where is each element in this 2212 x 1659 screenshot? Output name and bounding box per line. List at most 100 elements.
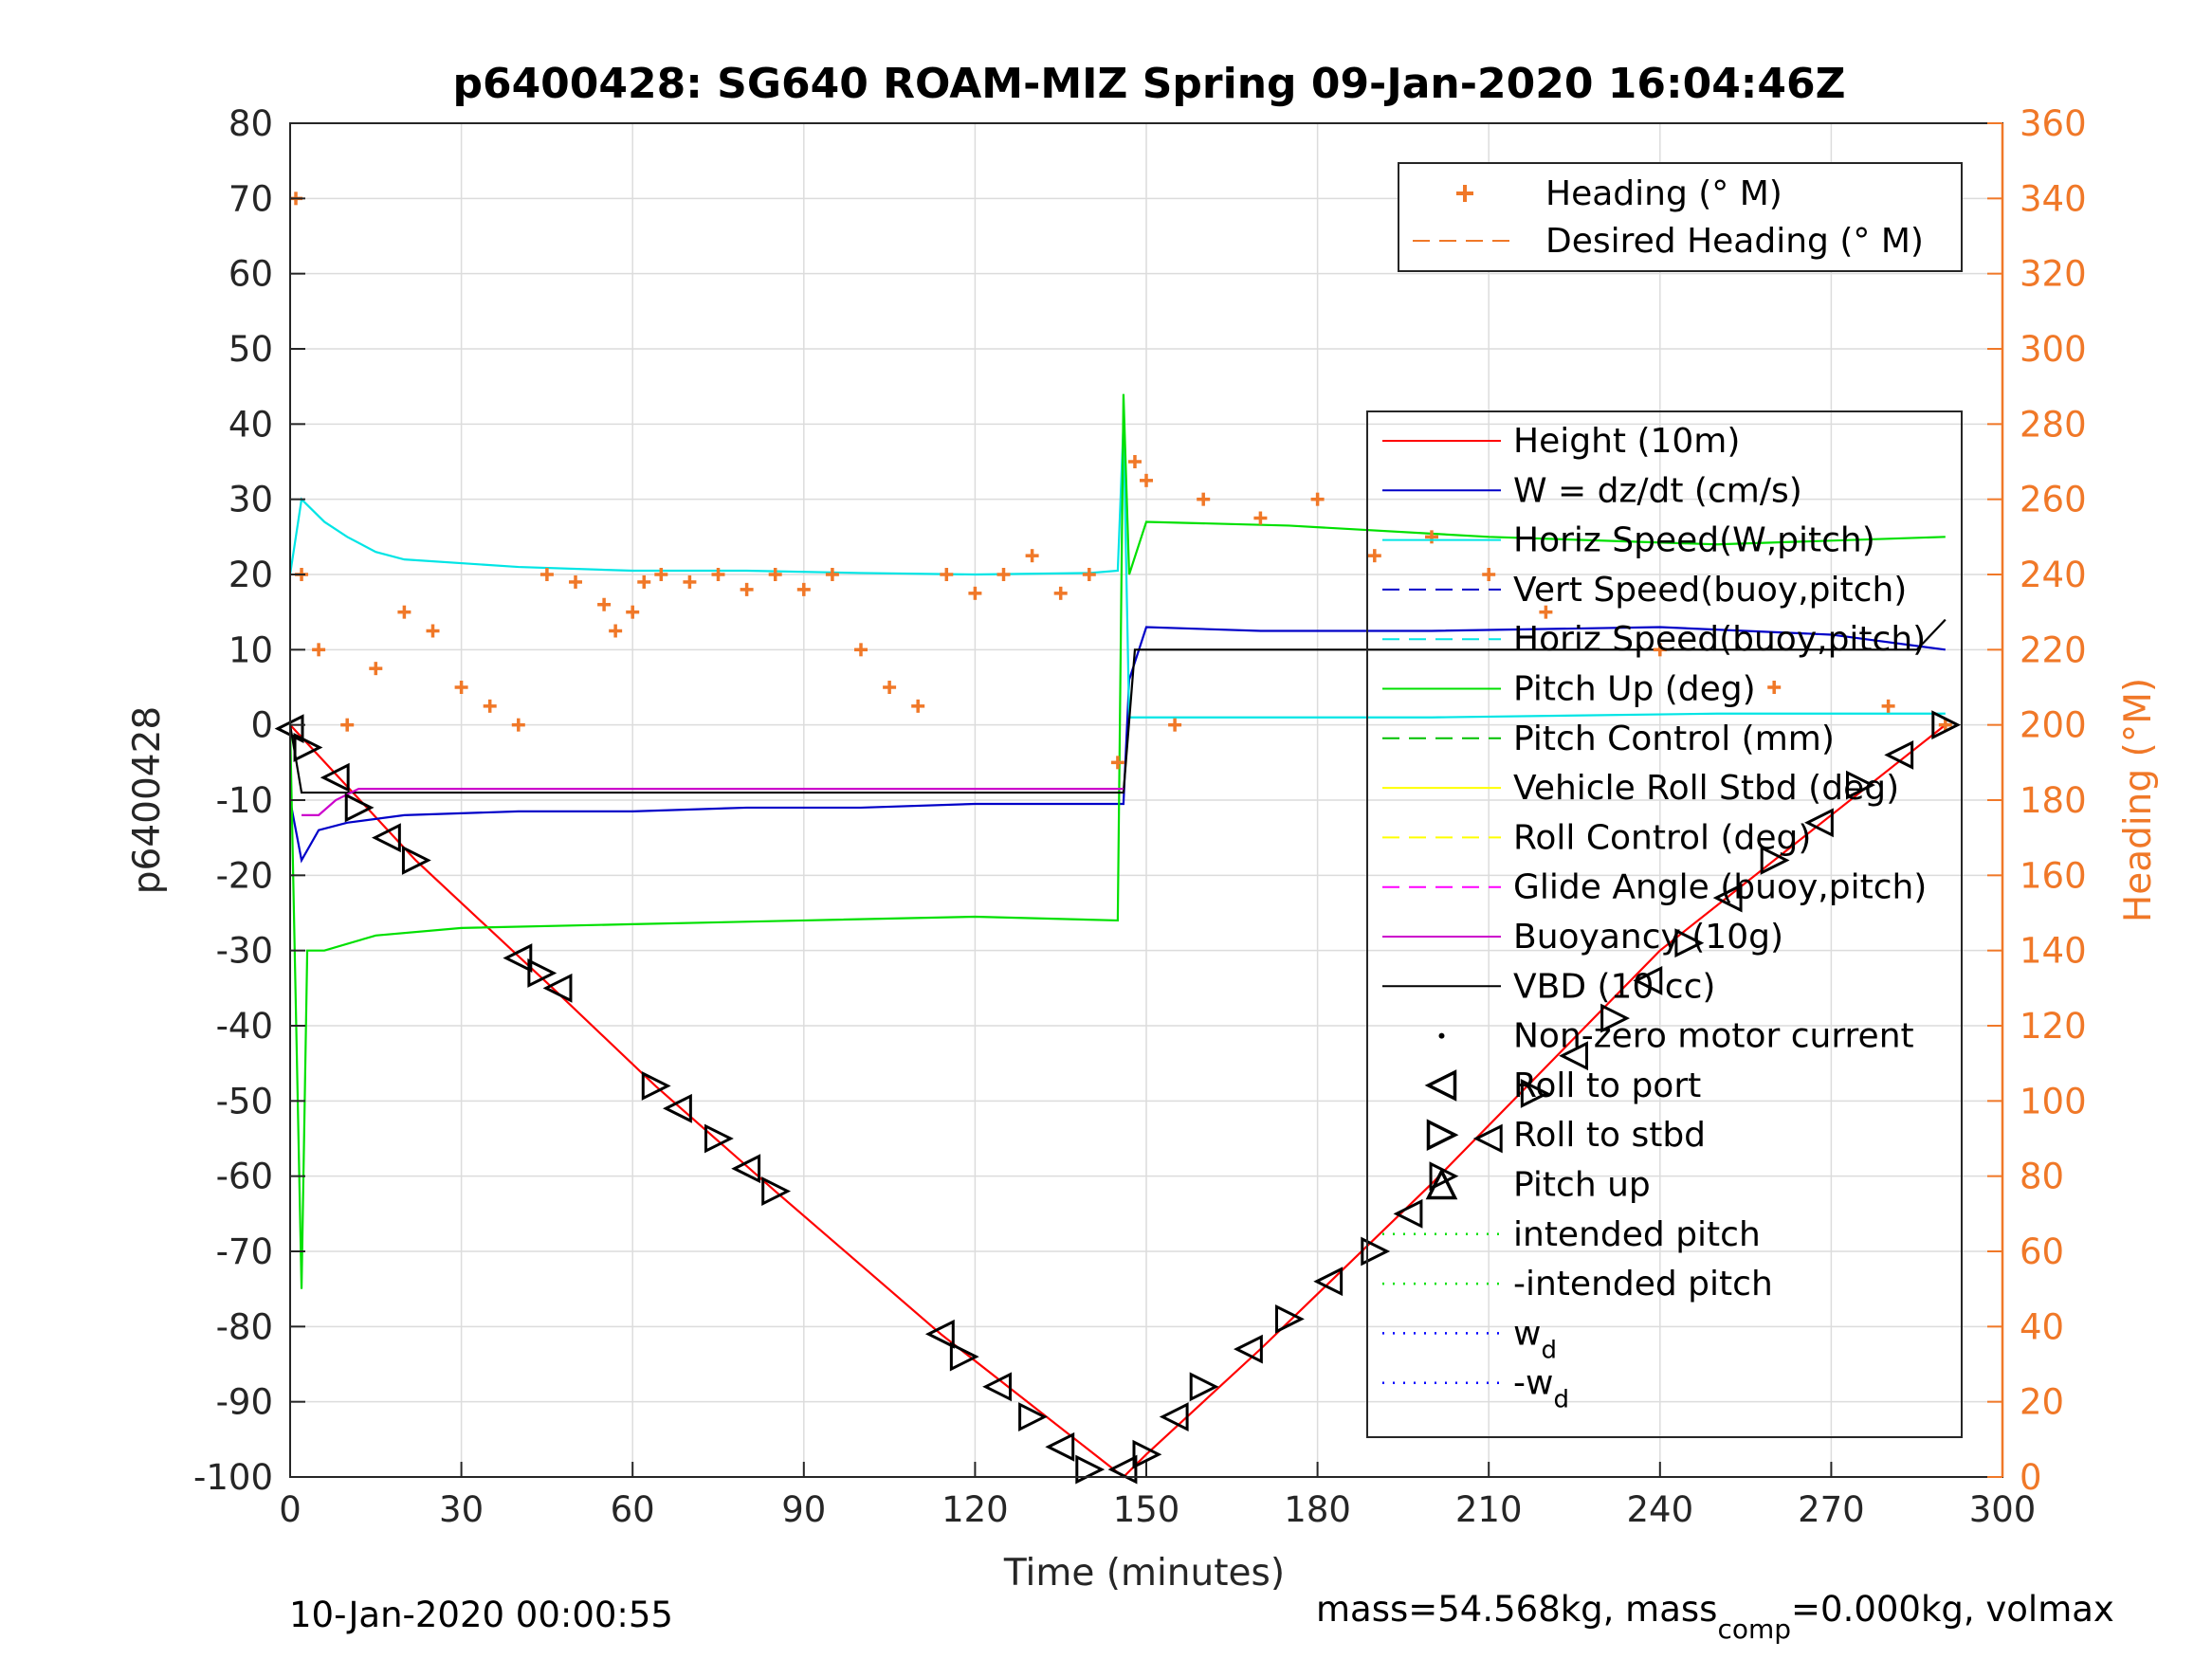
legend-entry-label: Pitch up	[1513, 1166, 1651, 1205]
y-tick-label: -50	[216, 1081, 273, 1121]
x-tick-label: 60	[611, 1489, 655, 1530]
x-tick-label: 150	[1113, 1489, 1180, 1530]
legend-heading: Heading (° M) Desired Heading (° M)	[1398, 162, 1963, 272]
roll-port-marker	[1633, 965, 1663, 995]
heading-point	[597, 597, 612, 611]
x-tick-label: 90	[781, 1489, 826, 1530]
roll-port-marker	[1313, 1267, 1344, 1297]
roll-stbd-marker	[1846, 770, 1875, 800]
legend-entry-label: Heading (° M)	[1545, 174, 1782, 213]
roll-port-marker	[1045, 1431, 1075, 1462]
y-tick-label: -80	[216, 1306, 273, 1347]
legend-entry-subscript: d	[1553, 1386, 1569, 1414]
roll-stbd-marker	[527, 958, 558, 988]
roll-stbd-marker	[1674, 928, 1705, 958]
series-vbd-10-cc	[288, 618, 1947, 794]
y-tick-label: 40	[229, 404, 273, 445]
heading-point	[940, 568, 954, 581]
roll-markers	[274, 710, 1962, 1485]
roll-stbd-marker	[1132, 1439, 1162, 1469]
y-tick-label: 20	[229, 555, 273, 595]
footer-mass-prefix: mass=54.568kg, mass	[1316, 1589, 1717, 1630]
y-right-tick-label: 160	[2020, 855, 2087, 896]
heading-point	[1025, 549, 1039, 563]
roll-stbd-marker	[1018, 1402, 1048, 1431]
series-horiz-speed-w-pitch	[288, 424, 1946, 719]
footer-mass: mass=54.568kg, masscomp=0.000kg, volmax	[1316, 1589, 2114, 1645]
footer-mass-sub: comp	[1717, 1613, 1791, 1645]
x-tick-label: 30	[439, 1489, 484, 1530]
y-right-tick-label: 260	[2020, 480, 2087, 520]
legend-swatch-triangle	[1425, 1167, 1458, 1200]
x-tick-label: 210	[1455, 1489, 1523, 1530]
legend-entry-label: Desired Heading (° M)	[1545, 222, 1924, 261]
axes: 0 30 60 90 120 150 180 210 240 270 300807060504030…	[193, 103, 2087, 1530]
roll-stbd-marker	[1361, 1236, 1391, 1267]
y-right-tick-label: 320	[2020, 254, 2087, 295]
footer-date: 10-Jan-2020 00:00:55	[289, 1595, 673, 1635]
legend-entry-label: Vert Speed(buoy,pitch)	[1513, 571, 1907, 610]
legend-entry-label: Roll to port	[1513, 1066, 1701, 1105]
y-right-tick-label: 60	[2020, 1231, 2064, 1272]
y-tick-label: -40	[216, 1006, 273, 1047]
roll-stbd-marker	[704, 1123, 734, 1154]
legend-entry-label: Pitch Control (mm)	[1513, 720, 1835, 758]
heading-point	[1653, 643, 1667, 657]
series-w-dz-dt-cm-s	[288, 626, 1946, 864]
roll-stbd-marker	[401, 846, 431, 875]
roll-port-marker	[1159, 1402, 1189, 1431]
heading-point	[483, 699, 497, 713]
heading-point	[711, 568, 725, 581]
roll-port-marker	[1712, 883, 1743, 913]
y-right-tick-label: 140	[2020, 931, 2087, 972]
x-tick-label: 120	[941, 1489, 1009, 1530]
footer-mass-suffix: =0.000kg, volmax	[1791, 1589, 2114, 1630]
roll-port-marker	[320, 762, 350, 793]
y-right-tick-label: 200	[2020, 705, 2087, 746]
y-right-tick-label: 20	[2020, 1382, 2064, 1423]
heading-point	[1082, 568, 1096, 581]
heading-point	[683, 574, 697, 589]
legend-swatch-triangle	[1426, 1119, 1459, 1152]
roll-port-marker	[1472, 1123, 1503, 1154]
y-tick-label: 80	[229, 103, 273, 144]
y-right-tick-label: 300	[2020, 329, 2087, 370]
y-tick-label: -20	[216, 855, 273, 896]
heading-point	[1425, 530, 1438, 544]
roll-stbd-marker	[293, 733, 323, 762]
y-tick-label: -70	[216, 1231, 273, 1272]
series-layer	[288, 191, 1952, 1479]
roll-port-marker	[924, 1319, 955, 1349]
y-right-tick-label: 180	[2020, 780, 2087, 821]
legend-entry-label: intended pitch	[1513, 1215, 1761, 1254]
legend-entry-label: Pitch Up (deg)	[1513, 670, 1756, 709]
y-right-tick-label: 220	[2020, 629, 2087, 670]
legend-entry-label: Roll to stbd	[1513, 1116, 1706, 1155]
heading-point	[996, 568, 1011, 581]
heading-point	[626, 605, 640, 619]
heading-point	[883, 681, 897, 694]
legend-entry-label: VBD (10 cc)	[1513, 967, 1715, 1006]
roll-port-marker	[542, 973, 573, 1003]
y-tick-label: 10	[229, 629, 273, 670]
legend-entry-label: Buoyancy (10g)	[1513, 918, 1783, 957]
heading-point	[740, 582, 754, 596]
y-right-tick-label: 80	[2020, 1157, 2064, 1197]
legend-main: Height (10m) W = dz/dt (cm/s) Horiz Speed(…	[1366, 410, 1963, 1438]
legend-entry-label: W = dz/dt (cm/s)	[1513, 471, 1802, 510]
roll-stbd-marker	[1275, 1304, 1305, 1334]
y-right-tick-label: 0	[2020, 1457, 2042, 1498]
roll-port-marker	[371, 823, 401, 853]
y-right-tick-label: 120	[2020, 1006, 2087, 1047]
heading-point	[1127, 455, 1142, 468]
heading-point	[569, 574, 582, 589]
roll-stbd-marker	[1931, 710, 1962, 740]
heading-point	[911, 699, 925, 713]
y-axis-right-label: Heading (°M)	[2117, 678, 2160, 922]
roll-stbd-marker	[1429, 1161, 1459, 1192]
roll-port-marker	[503, 943, 533, 974]
legend-swatch-dot	[1438, 1032, 1445, 1039]
chart-title: p6400428: SG640 ROAM-MIZ Spring 09-Jan-2…	[452, 60, 1845, 108]
roll-port-marker	[1559, 1041, 1588, 1071]
heading-point	[1168, 718, 1182, 732]
